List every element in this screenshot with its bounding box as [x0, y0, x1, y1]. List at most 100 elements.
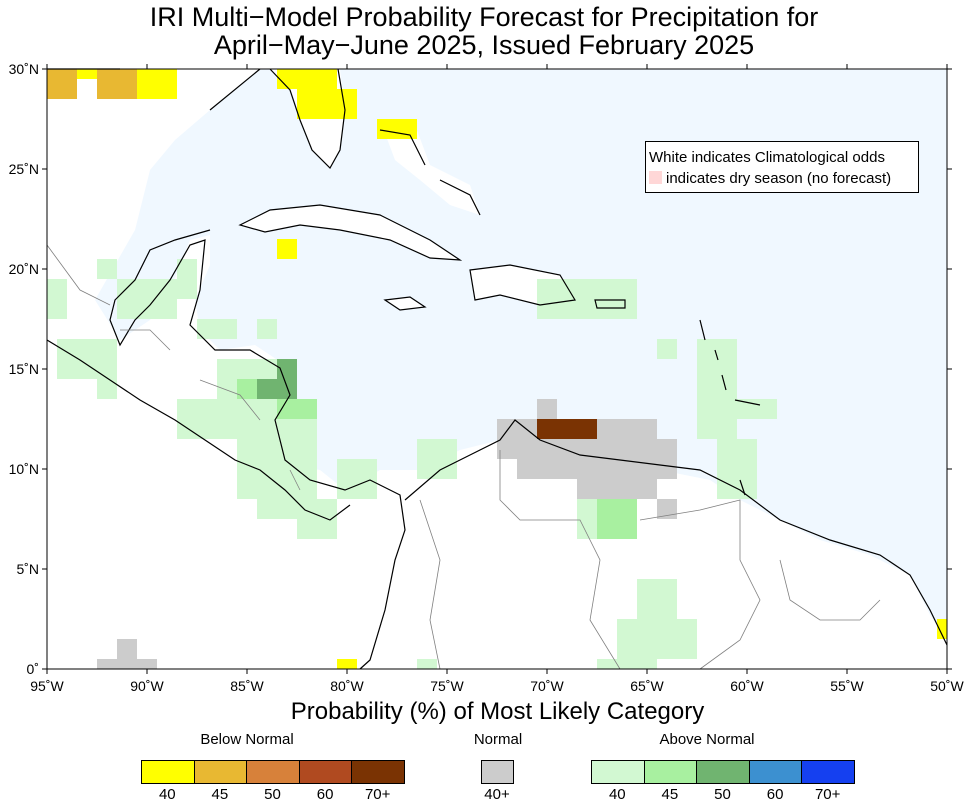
cell-above-40	[197, 319, 237, 339]
cell-normal	[97, 659, 157, 669]
map-area	[46, 68, 948, 670]
cell-above-40	[537, 279, 637, 319]
x-axis: 95˚W 90˚W 85˚W 80˚W 75˚W 70˚W 65˚W 60˚W 55˚W 50˚W	[30, 64, 965, 694]
coast-mexico-central-america	[109, 68, 406, 670]
cell-above-50	[277, 359, 297, 399]
cell-normal	[517, 439, 677, 479]
cell-below-40	[937, 619, 947, 639]
dry-season-swatch	[649, 171, 662, 184]
legend-swatch	[481, 760, 514, 784]
legend-swatch	[141, 760, 195, 784]
legend-tick-label: 40	[158, 786, 176, 803]
cell-above-45	[597, 499, 637, 539]
cell-above-45	[277, 399, 317, 419]
cell-above-40	[257, 499, 337, 519]
y-tick-label: 30˚N	[9, 61, 39, 77]
x-tick-label: 55˚W	[830, 678, 864, 694]
cell-normal	[537, 399, 557, 419]
cell-above-40	[177, 259, 197, 299]
cell-above-50	[257, 379, 277, 399]
cell-above-40	[297, 519, 337, 539]
legend-tick-label: 45	[661, 786, 679, 803]
cell-below-45	[97, 69, 137, 99]
legend-tick-label: 45	[211, 786, 229, 803]
legend-normal-label: Normal	[473, 731, 523, 748]
cell-above-40	[97, 259, 117, 279]
note-dry-season: indicates dry season (no forecast)	[649, 168, 918, 189]
coast-bahamas	[379, 129, 481, 216]
legend-swatch	[801, 760, 855, 784]
legend-swatch	[643, 760, 698, 784]
y-tick-label: 20˚N	[9, 261, 39, 277]
y-tick-label: 25˚N	[9, 161, 39, 177]
y-tick-label: 15˚N	[9, 361, 39, 377]
legend-swatch	[246, 760, 300, 784]
cell-normal	[657, 499, 677, 519]
y-axis: 0˚ 5˚N 10˚N 15˚N 20˚N 25˚N 30˚N	[9, 61, 952, 677]
cell-above-40	[97, 379, 117, 399]
cell-above-40	[417, 659, 437, 669]
cell-above-40	[597, 659, 657, 669]
note-dry-season-text: indicates dry season (no forecast)	[666, 170, 892, 187]
country-borders	[46, 244, 881, 670]
note-climatological-odds: White indicates Climatological odds	[649, 149, 885, 166]
cell-below-40	[77, 69, 97, 79]
legend-tick-label: 70+	[814, 786, 841, 803]
bahamas-land	[380, 120, 480, 215]
y-tick-label: 5˚N	[16, 561, 39, 577]
x-tick-label: 95˚W	[30, 678, 64, 694]
cell-above-40	[617, 619, 697, 659]
cell-below-45	[47, 69, 77, 99]
legend-tick-label: 50	[714, 786, 731, 803]
cell-below-40	[137, 69, 177, 99]
x-tick-label: 65˚W	[630, 678, 664, 694]
legend-swatch	[591, 760, 645, 784]
cell-above-40	[637, 579, 677, 619]
cell-below-40	[297, 89, 357, 119]
jamaica-land	[385, 297, 425, 310]
coast-cuba	[238, 204, 463, 261]
cell-below-40	[337, 659, 357, 669]
x-tick-label: 70˚W	[530, 678, 564, 694]
cell-above-40	[257, 319, 277, 339]
cell-below-40	[277, 69, 337, 89]
cell-above-40	[737, 399, 777, 419]
coast-hispaniola	[469, 264, 576, 306]
legend-tick-label: 60	[316, 786, 334, 803]
cell-normal	[577, 479, 657, 499]
map-title-line1: IRI Multi−Model Probability Forecast for…	[149, 2, 819, 32]
cell-normal	[117, 639, 137, 659]
coast-puerto-rico	[594, 299, 626, 309]
legend-title: Probability (%) of Most Likely Category	[290, 698, 705, 725]
south-america-land	[345, 420, 947, 669]
legend-tick-label: 60	[766, 786, 784, 803]
cell-above-40	[697, 339, 737, 439]
map-title-line2: April−May−June 2025, Issued February 202…	[213, 30, 755, 60]
y-tick-label: 0˚	[27, 661, 39, 677]
y-tick-label: 10˚N	[9, 461, 39, 477]
x-tick-label: 60˚W	[730, 678, 764, 694]
x-tick-label: 50˚W	[930, 678, 964, 694]
x-tick-label: 75˚W	[430, 678, 464, 694]
legend-swatch	[351, 760, 405, 784]
legend-swatch	[193, 760, 248, 784]
cell-below-40	[277, 239, 297, 259]
cell-above-40	[717, 439, 757, 499]
cell-above-40	[237, 439, 317, 499]
cell-above-40	[337, 459, 377, 499]
x-tick-label: 90˚W	[130, 678, 164, 694]
cell-below-70plus	[537, 419, 597, 439]
coast-jamaica	[383, 296, 427, 311]
x-tick-label: 85˚W	[230, 678, 264, 694]
cell-above-40	[47, 279, 67, 319]
legend-swatch	[298, 760, 353, 784]
legend-below-label: Below Normal	[200, 731, 294, 748]
cell-above-40	[657, 339, 677, 359]
legend-tick-label: 40+	[484, 786, 510, 803]
cell-above-40	[117, 279, 177, 319]
coast-lesser-antilles	[699, 319, 761, 496]
legend-tick-label: 50	[264, 786, 281, 803]
x-tick-label: 80˚W	[330, 678, 364, 694]
cell-above-40	[57, 339, 117, 379]
